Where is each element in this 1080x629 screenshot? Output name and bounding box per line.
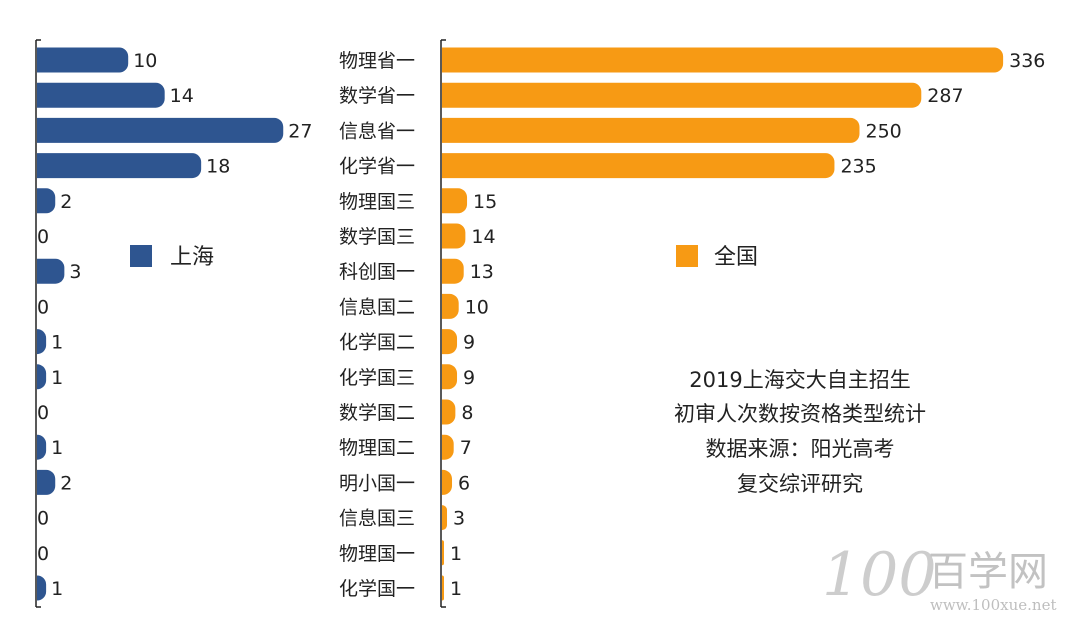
category-label: 化学国二 [339,332,415,354]
shanghai-bar [37,364,47,390]
national-axis [440,39,446,608]
shanghai-bar [37,469,56,495]
national-value-label: 8 [461,402,473,424]
shanghai-bar [37,82,165,108]
national-bar [442,364,458,390]
category-labels: 物理省一数学省一信息省一化学省一物理国三数学国三科创国一信息国二化学国二化学国三… [339,50,415,600]
national-value-label: 9 [463,332,475,354]
shanghai-bar [37,258,65,284]
shanghai-value-label: 0 [37,508,49,530]
category-label: 明小国一 [339,472,415,494]
national-bar [442,223,466,249]
category-label: 数学国三 [339,226,415,248]
national-value-label: 287 [927,85,963,107]
national-bar [442,505,448,531]
national-bar [442,153,835,179]
shanghai-value-label: 0 [37,543,49,565]
category-label: 化学省一 [339,156,415,178]
shanghai-bar [37,117,284,143]
category-label: 信息国二 [339,296,415,318]
national-bar [442,329,458,355]
shanghai-value-label: 2 [60,191,72,213]
legend-national: 全国 [676,245,758,270]
national-value-label: 3 [453,508,465,530]
national-value-label: 235 [840,156,876,178]
national-value-label: 1 [450,578,462,600]
watermark-url: www.100xue.net [930,596,1056,614]
category-label: 数学省一 [339,85,415,107]
national-bar [442,47,1004,73]
national-bar [442,293,459,319]
national-value-label: 7 [460,437,472,459]
legend-shanghai: 上海 [130,245,214,270]
annotation-line-4: 复交综评研究 [737,472,863,496]
national-bar [442,399,456,425]
shanghai-value-label: 1 [51,437,63,459]
shanghai-bar [37,188,56,214]
category-label: 物理国一 [339,543,415,565]
shanghai-bar [37,153,202,179]
shanghai-value-label: 27 [288,120,312,142]
shanghai-bar [37,329,47,355]
shanghai-value-label: 0 [37,296,49,318]
category-label: 物理省一 [339,50,415,72]
national-bar [442,188,468,214]
national-value-label: 9 [463,367,475,389]
annotation-line-1: 2019上海交大自主招生 [689,368,910,392]
watermark-logo: 100 [822,540,937,610]
shanghai-value-label: 10 [133,50,157,72]
shanghai-value-label: 1 [51,332,63,354]
annotation-line-2: 初审人次数按资格类型统计 [674,402,926,426]
category-label: 信息国三 [339,508,415,530]
shanghai-bar [37,575,47,601]
national-value-label: 15 [473,191,497,213]
category-label: 数学国二 [339,402,415,424]
watermark-name: 百学网 [928,549,1048,595]
annotation-line-3: 数据来源：阳光高考 [706,437,895,461]
shanghai-value-label: 0 [37,226,49,248]
national-value-label: 13 [470,261,494,283]
shanghai-value-label: 1 [51,578,63,600]
shanghai-value-label: 0 [37,402,49,424]
national-bar [442,469,453,495]
watermark: 100 百学网 www.100xue.net [822,540,1056,614]
national-bar [442,434,454,460]
category-label: 物理国三 [339,191,415,213]
category-label: 物理国二 [339,437,415,459]
national-bar [442,82,922,108]
national-value-label: 1 [450,543,462,565]
shanghai-bar [37,47,129,73]
national-value-label: 336 [1009,50,1045,72]
shanghai-value-label: 3 [69,261,81,283]
national-value-label: 250 [866,120,902,142]
shanghai-bars [37,47,284,601]
national-value-label: 14 [471,226,495,248]
national-bars [442,47,1004,601]
shanghai-value-label: 1 [51,367,63,389]
shanghai-value-label: 2 [60,472,72,494]
national-bar [442,258,464,284]
shanghai-value-label: 14 [170,85,194,107]
shanghai-bar [37,434,47,460]
chart-annotation: 2019上海交大自主招生 初审人次数按资格类型统计 数据来源：阳光高考 复交综评… [674,368,926,496]
national-value-label: 6 [458,472,470,494]
shanghai-axis [35,39,41,608]
national-bar [442,575,444,601]
legend-shanghai-swatch [130,245,152,267]
legend-national-swatch [676,245,698,267]
legend-national-label: 全国 [714,245,758,270]
national-value-label: 10 [465,296,489,318]
category-label: 化学国一 [339,578,415,600]
national-value-labels: 336 287 250 235 15 14 13 10 9 9 8 7 6 3 1 1 [450,50,1045,600]
national-bar [442,117,860,143]
category-label: 科创国一 [339,261,415,283]
category-label: 信息省一 [339,120,415,142]
shanghai-value-label: 18 [206,156,230,178]
category-label: 化学国三 [339,367,415,389]
national-bar [442,540,444,566]
legend-shanghai-label: 上海 [170,245,214,270]
